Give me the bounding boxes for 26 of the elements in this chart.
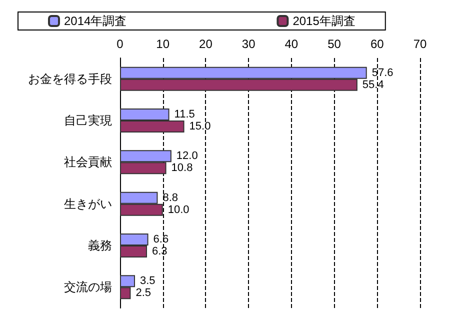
x-tick-label: 60	[370, 37, 384, 51]
x-tick-label: 20	[199, 37, 213, 51]
data-label: 55.4	[362, 78, 384, 91]
x-tick-label: 0	[116, 37, 124, 51]
data-label: 6.3	[152, 246, 168, 258]
x-tick-label: 50	[328, 37, 342, 51]
data-label: 12.0	[176, 150, 198, 162]
data-label: 10.0	[168, 204, 190, 216]
data-label: 57.6	[372, 66, 394, 79]
x-tick-label: 40	[284, 37, 298, 51]
x-tick-label: 10	[156, 37, 170, 51]
data-label: 3.5	[140, 275, 156, 288]
y-tick-label: 生きがい	[64, 196, 112, 211]
x-tick-label: 30	[242, 37, 256, 51]
data-label: 2.5	[136, 287, 152, 300]
data-label: 10.8	[171, 162, 193, 174]
y-tick-label: 社会貢献	[64, 155, 112, 170]
data-label: 11.5	[174, 108, 195, 120]
data-label: 8.8	[162, 192, 178, 204]
x-tick-label: 70	[413, 37, 427, 51]
y-tick-label: 自己実現	[64, 114, 112, 128]
y-tick-label: お金を得る手段	[28, 72, 112, 86]
y-tick-label: 義務	[88, 238, 112, 252]
y-tick-label: 交流の場	[64, 280, 112, 294]
legend-label: 2015年調査	[292, 14, 356, 28]
legend-label: 2014年調査	[64, 14, 127, 28]
